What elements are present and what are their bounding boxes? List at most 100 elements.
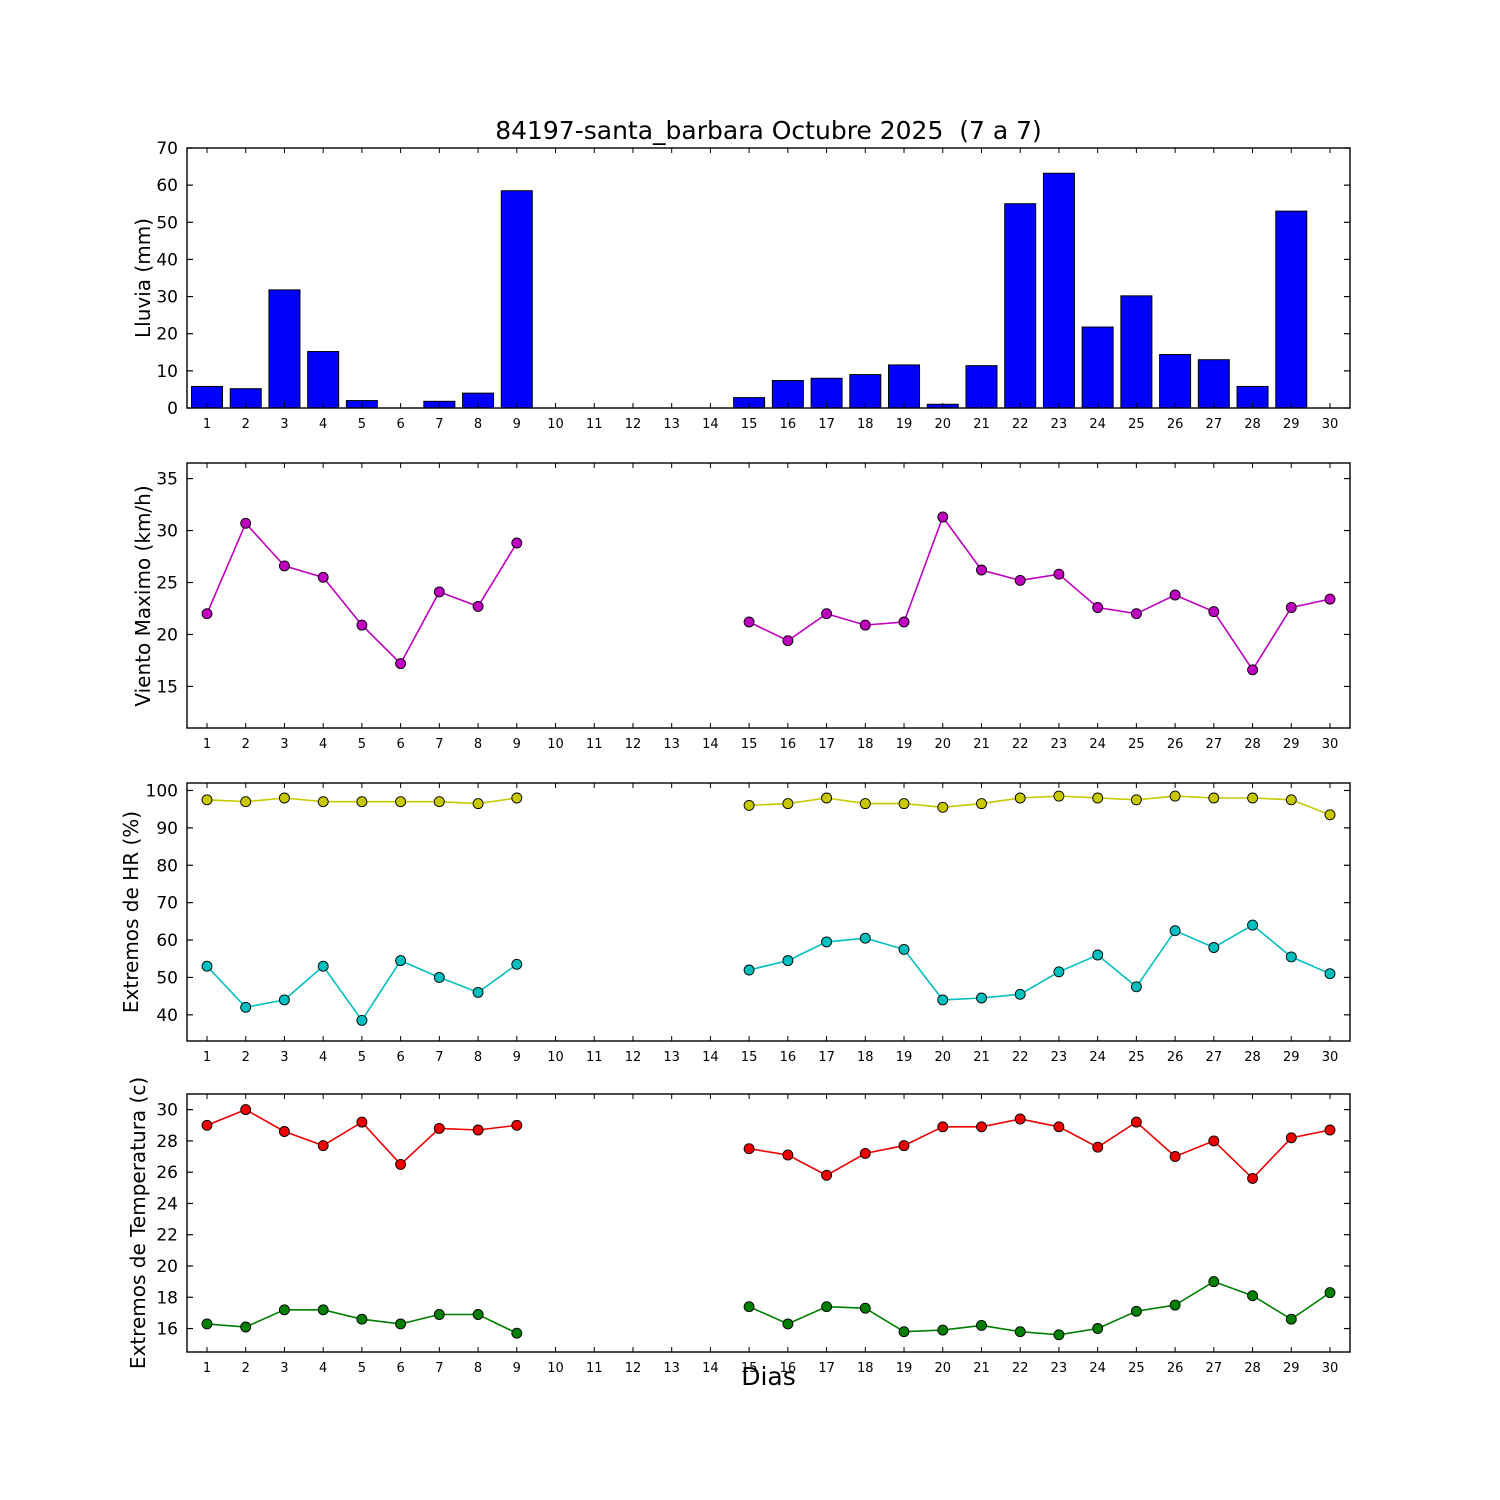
x-tick-label: 6: [396, 417, 404, 432]
data-point: [1208, 792, 1220, 804]
x-tick-label: 14: [702, 1361, 719, 1376]
data-point: [1169, 1151, 1181, 1162]
data-point: [1053, 1329, 1065, 1341]
bar-day-19: [888, 364, 921, 409]
data-point: [472, 1124, 484, 1136]
y-axis: 0 10 20 30 40 50 60 70: [156, 139, 1350, 419]
data-point: [1208, 1276, 1220, 1288]
x-tick-label: 26: [1167, 1050, 1184, 1065]
data-point: [472, 600, 484, 612]
data-point: [278, 1126, 290, 1137]
data-point: [1285, 602, 1297, 613]
series-hr-max: [201, 790, 1336, 821]
data-point: [240, 517, 252, 529]
x-tick-label: 15: [741, 1050, 758, 1065]
x-tick-label: 10: [547, 737, 564, 752]
x-tick-label: 20: [934, 417, 951, 432]
x-tick-label: 7: [435, 1361, 443, 1376]
x-tick-label: 28: [1244, 1050, 1261, 1065]
data-point: [356, 1116, 368, 1128]
data-point: [1092, 602, 1104, 613]
x-tick-label: 15: [741, 1361, 758, 1376]
data-point: [433, 971, 445, 983]
x-tick-label: 26: [1167, 417, 1184, 432]
y-tick-label: 50: [156, 213, 178, 233]
data-point: [821, 1301, 833, 1313]
data-point: [1053, 790, 1065, 802]
axes-frame: [186, 782, 1351, 1042]
bar-day-21: [965, 365, 998, 409]
data-point: [782, 635, 794, 647]
x-tick-label: 22: [1012, 737, 1029, 752]
x-tick-label: 22: [1012, 1050, 1029, 1065]
series-lluvia-mm: [191, 172, 1308, 409]
data-point: [278, 994, 290, 1006]
data-point: [472, 986, 484, 998]
y-tick-label: 20: [156, 1257, 178, 1277]
y-tick-label: 40: [156, 250, 178, 270]
data-point: [472, 798, 484, 810]
x-tick-label: 7: [435, 1050, 443, 1065]
data-point: [1324, 968, 1336, 980]
x-tick-label: 29: [1283, 417, 1300, 432]
bar-day-25: [1120, 295, 1153, 409]
x-tick-label: 25: [1128, 417, 1145, 432]
x-tick-label: 17: [818, 417, 835, 432]
data-point: [898, 1140, 910, 1152]
data-point: [511, 537, 523, 549]
data-point: [1092, 1141, 1104, 1153]
y-tick-label: 35: [156, 470, 178, 490]
y-tick-label: 60: [156, 176, 178, 196]
x-tick-label: 12: [625, 1050, 642, 1065]
axes-frame: [186, 1093, 1351, 1353]
y-tick-label: 20: [156, 325, 178, 345]
data-point: [240, 796, 252, 808]
data-point: [317, 571, 329, 583]
x-tick-label: 9: [513, 417, 521, 432]
bar-day-29: [1275, 210, 1308, 409]
data-point: [201, 1318, 213, 1330]
y-tick-label: 30: [156, 1101, 178, 1121]
x-tick-label: 3: [280, 1050, 288, 1065]
data-point: [1324, 809, 1336, 821]
x-tick-label: 6: [396, 1361, 404, 1376]
x-tick-label: 19: [896, 737, 913, 752]
data-point: [1130, 794, 1142, 806]
x-tick-label: 30: [1322, 1050, 1339, 1065]
x-tick-label: 27: [1206, 417, 1223, 432]
hr-max-line: [206, 795, 1331, 816]
data-point: [1285, 951, 1297, 963]
bar-day-4: [307, 351, 340, 409]
x-tick-label: 4: [319, 1050, 327, 1065]
x-tick-label: 28: [1244, 1361, 1261, 1376]
x-tick-label: 21: [973, 1361, 990, 1376]
x-tick-label: 8: [474, 737, 482, 752]
x-tick-label: 13: [663, 1361, 680, 1376]
x-tick-label: 7: [435, 417, 443, 432]
bar-day-22: [1004, 203, 1037, 409]
x-tick-label: 26: [1167, 1361, 1184, 1376]
x-tick-label: 2: [242, 737, 250, 752]
series-viento-maximo: [201, 511, 1336, 676]
x-tick-label: 6: [396, 1050, 404, 1065]
data-point: [1014, 1326, 1026, 1338]
data-point: [395, 955, 407, 967]
y-tick-label: 20: [156, 625, 178, 645]
data-point: [743, 799, 755, 811]
x-tick-label: 23: [1051, 1050, 1068, 1065]
x-tick-label: 24: [1089, 737, 1106, 752]
x-axis: 1 2 3 4 5 6 7 8 9 10 11 12 13 14 15 16 17 18 19 20 21 22 23 24 2…: [203, 463, 1338, 752]
x-tick-label: 2: [242, 1361, 250, 1376]
x-tick-label: 23: [1051, 417, 1068, 432]
x-tick-label: 11: [586, 737, 603, 752]
y-tick-label: 30: [156, 288, 178, 308]
data-point: [937, 511, 949, 523]
y-axis: 40 50 60 70 80 90 100: [146, 781, 1350, 1026]
x-tick-label: 5: [358, 737, 366, 752]
data-point: [1053, 568, 1065, 580]
data-point: [240, 1001, 252, 1013]
series-temperatura-max: [201, 1104, 1336, 1184]
data-point: [1014, 792, 1026, 804]
